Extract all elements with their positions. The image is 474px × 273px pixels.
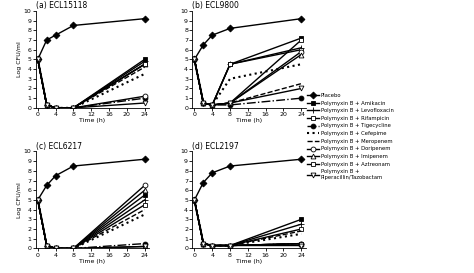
- X-axis label: Time (h): Time (h): [79, 259, 105, 264]
- Text: (c) ECL6217: (c) ECL6217: [36, 142, 82, 151]
- Legend: Placebo, Polymyxin B + Amikacin, Polymyxin B + Levofloxacin, Polymyxin B + Rifam: Placebo, Polymyxin B + Amikacin, Polymyx…: [307, 93, 394, 180]
- Y-axis label: Log CFU/ml: Log CFU/ml: [17, 182, 22, 218]
- Text: (a) ECL15118: (a) ECL15118: [36, 1, 87, 10]
- Y-axis label: Log CFU/ml: Log CFU/ml: [17, 41, 22, 77]
- X-axis label: Time (h): Time (h): [236, 259, 262, 264]
- Text: (d) ECL2197: (d) ECL2197: [192, 142, 239, 151]
- Text: (b) ECL9800: (b) ECL9800: [192, 1, 239, 10]
- X-axis label: Time (h): Time (h): [236, 118, 262, 123]
- X-axis label: Time (h): Time (h): [79, 118, 105, 123]
